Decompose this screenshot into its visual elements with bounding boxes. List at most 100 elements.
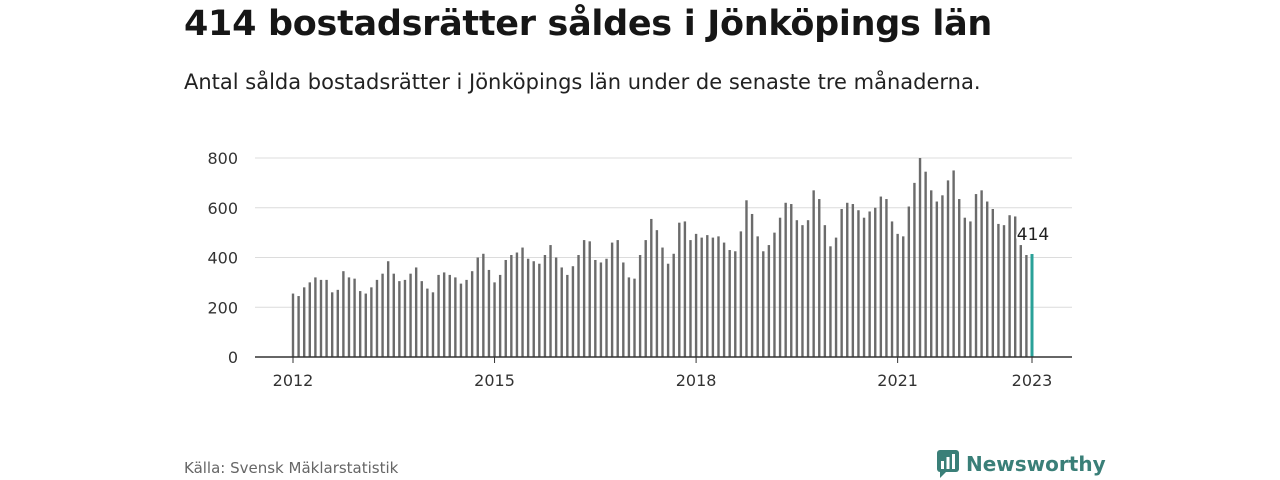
newsworthy-logo-text: Newsworthy [966,452,1106,476]
bar [594,259,597,357]
bar [420,281,423,357]
bar [711,237,715,357]
bar [963,217,967,357]
bar [885,199,888,357]
bar [426,288,429,357]
bar [823,225,827,357]
bar [846,202,849,357]
bar [633,278,636,357]
bar [672,253,675,357]
bar [941,195,944,357]
bar [414,267,418,357]
bar [571,266,575,357]
bar [857,210,860,357]
bar [818,199,821,357]
bar [375,279,379,357]
y-tick-label: 0 [228,348,238,367]
bar [476,257,479,357]
bar [935,201,939,357]
bar [610,242,614,357]
bar [896,233,899,357]
bar [874,207,877,357]
bar [790,204,793,357]
x-tick-label: 2018 [676,371,717,390]
bar [924,171,927,357]
bar [487,269,491,357]
bar [1019,245,1023,357]
bar [526,258,530,357]
bar [997,223,1000,357]
bar [958,199,961,357]
bar [532,261,535,357]
bar [650,218,653,357]
bar [795,220,799,357]
bar [683,221,687,357]
bar [291,293,295,357]
bar [510,255,513,357]
bar [801,225,804,357]
bar [465,279,468,357]
bar [454,277,457,357]
bar [980,190,983,357]
bar [470,271,474,357]
bar [297,296,300,357]
bar [694,233,698,357]
bar [566,274,569,357]
bar [678,222,681,357]
bar [442,272,446,357]
bar [302,287,306,357]
bar [851,204,855,357]
bar [812,190,815,357]
x-tick-label: 2021 [877,371,918,390]
bar [762,251,765,357]
y-tick-label: 600 [207,199,238,218]
bar [986,201,989,357]
bar [515,252,519,357]
bar [946,180,950,357]
bar [554,257,558,357]
bar [913,182,916,357]
bar [437,274,440,357]
bar [918,158,922,357]
bar [392,273,395,357]
bar [314,277,317,357]
bar [504,259,507,357]
bar [862,217,866,357]
bar [930,190,933,357]
bar [728,250,731,357]
bar [599,262,603,357]
source-note: Källa: Svensk Mäklarstatistik [184,459,399,477]
newsworthy-logo-icon [937,450,959,478]
bar [353,278,356,357]
x-tick-label: 2015 [474,371,515,390]
bar [431,292,435,357]
chart-title: 414 bostadsrätter såldes i Jönköpings lä… [184,4,993,44]
chart-subtitle: Antal sålda bostadsrätter i Jönköpings l… [184,70,981,94]
bar [498,274,502,357]
y-tick-label: 200 [207,298,238,317]
highlight-value-label: 414 [1017,225,1049,245]
bar [829,246,832,357]
bar [549,245,552,357]
bar [700,237,703,357]
bar [577,255,580,357]
bar [622,262,625,357]
bar [459,283,463,357]
bar [834,237,838,357]
bar [1002,225,1006,357]
bar [767,245,771,357]
bar [689,240,692,357]
bar [1014,216,1017,357]
bar [330,292,334,357]
bar [655,230,659,357]
bar [840,208,843,357]
bar [666,263,670,357]
x-tick-label: 2012 [273,371,314,390]
bar [773,232,776,357]
bar [521,247,524,357]
bar [448,274,451,357]
bar [560,267,563,357]
bar [756,236,759,357]
bar [890,221,894,357]
bar [364,293,367,357]
